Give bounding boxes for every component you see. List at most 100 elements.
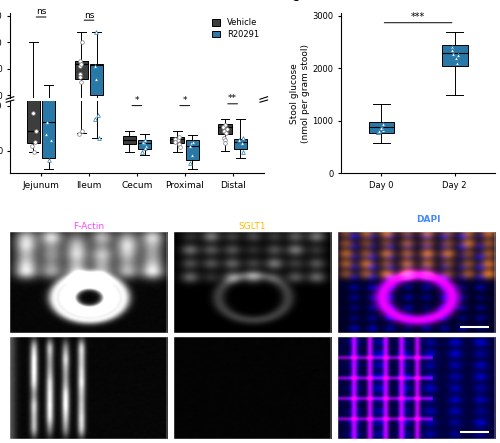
Text: c: c bbox=[292, 0, 300, 4]
Bar bbox=[234, 141, 247, 147]
Point bbox=[234, 136, 242, 144]
Title: F-Actin: F-Actin bbox=[73, 222, 104, 231]
Text: DAPI: DAPI bbox=[416, 215, 441, 224]
Bar bbox=[218, 124, 232, 134]
Title: SGLT1: SGLT1 bbox=[238, 222, 266, 231]
Point bbox=[448, 50, 456, 57]
Point bbox=[176, 141, 184, 148]
Point bbox=[75, 131, 83, 138]
Text: ns: ns bbox=[36, 8, 46, 16]
Point bbox=[222, 129, 230, 136]
Bar bbox=[122, 140, 136, 144]
Legend: Vehicle, R20291: Vehicle, R20291 bbox=[211, 17, 260, 39]
Point bbox=[32, 127, 40, 134]
Point bbox=[188, 140, 196, 147]
Point bbox=[29, 109, 37, 117]
Point bbox=[218, 124, 226, 131]
Point bbox=[138, 149, 146, 156]
Text: ***: *** bbox=[411, 12, 425, 22]
Point bbox=[30, 149, 38, 156]
Bar bbox=[74, 2, 88, 34]
Point bbox=[186, 143, 194, 150]
Point bbox=[76, 58, 84, 65]
Bar bbox=[234, 139, 247, 149]
Point bbox=[28, 143, 36, 150]
Point bbox=[221, 122, 229, 129]
Text: *: * bbox=[182, 96, 187, 105]
Bar bbox=[186, 142, 199, 154]
Bar bbox=[74, 61, 88, 79]
Bar bbox=[218, 132, 232, 139]
Point bbox=[76, 73, 84, 80]
Point bbox=[172, 136, 179, 143]
Bar bbox=[170, 140, 184, 144]
Bar bbox=[90, 64, 104, 95]
Point bbox=[78, 78, 86, 85]
Text: ns: ns bbox=[84, 11, 94, 19]
Point bbox=[378, 124, 386, 131]
Point bbox=[171, 138, 179, 145]
Point bbox=[238, 149, 246, 156]
Point bbox=[220, 127, 228, 134]
Bar bbox=[138, 142, 151, 147]
Point bbox=[378, 124, 386, 131]
Point bbox=[376, 128, 384, 135]
Y-axis label: Stool glucose
(nmol per gram stool): Stool glucose (nmol per gram stool) bbox=[290, 44, 310, 143]
Point bbox=[43, 118, 51, 125]
Point bbox=[380, 127, 388, 134]
Point bbox=[92, 28, 100, 35]
Point bbox=[223, 125, 231, 132]
Point bbox=[374, 128, 382, 135]
Point bbox=[95, 135, 103, 142]
Point bbox=[91, 116, 99, 123]
Point bbox=[186, 159, 194, 167]
Bar bbox=[27, 74, 40, 144]
Point bbox=[142, 143, 150, 150]
Bar bbox=[90, 7, 104, 61]
Point bbox=[190, 138, 198, 145]
Point bbox=[238, 140, 246, 147]
Point bbox=[448, 44, 456, 51]
Point bbox=[448, 47, 456, 54]
Point bbox=[188, 152, 196, 159]
Point bbox=[77, 60, 85, 67]
Point bbox=[221, 136, 229, 144]
Point bbox=[221, 140, 229, 147]
Point bbox=[91, 62, 99, 70]
Point bbox=[94, 111, 102, 118]
Text: *: * bbox=[134, 96, 139, 105]
Bar bbox=[42, 74, 56, 158]
Point bbox=[238, 126, 246, 133]
Point bbox=[454, 52, 462, 59]
Point bbox=[220, 135, 228, 142]
Point bbox=[239, 135, 247, 142]
Point bbox=[140, 140, 148, 147]
Bar bbox=[368, 122, 394, 133]
Point bbox=[380, 120, 388, 128]
Point bbox=[176, 144, 184, 151]
Point bbox=[141, 144, 149, 152]
Point bbox=[452, 59, 460, 66]
Bar bbox=[27, 103, 40, 144]
Bar bbox=[42, 103, 56, 152]
Text: Merge |: Merge | bbox=[379, 215, 416, 224]
Point bbox=[76, 70, 84, 78]
Point bbox=[139, 138, 147, 145]
Point bbox=[46, 156, 54, 163]
Bar bbox=[138, 140, 151, 149]
Bar bbox=[186, 140, 199, 159]
Point bbox=[92, 76, 100, 83]
Point bbox=[76, 62, 84, 70]
Point bbox=[42, 131, 50, 138]
Bar bbox=[170, 137, 184, 144]
Point bbox=[46, 136, 54, 144]
Point bbox=[78, 39, 86, 46]
Bar bbox=[122, 136, 136, 144]
Bar bbox=[442, 45, 468, 66]
Point bbox=[30, 138, 38, 145]
Point bbox=[452, 54, 460, 62]
Point bbox=[78, 127, 86, 134]
Point bbox=[174, 136, 182, 144]
Point bbox=[140, 136, 148, 144]
Text: **: ** bbox=[228, 94, 237, 103]
